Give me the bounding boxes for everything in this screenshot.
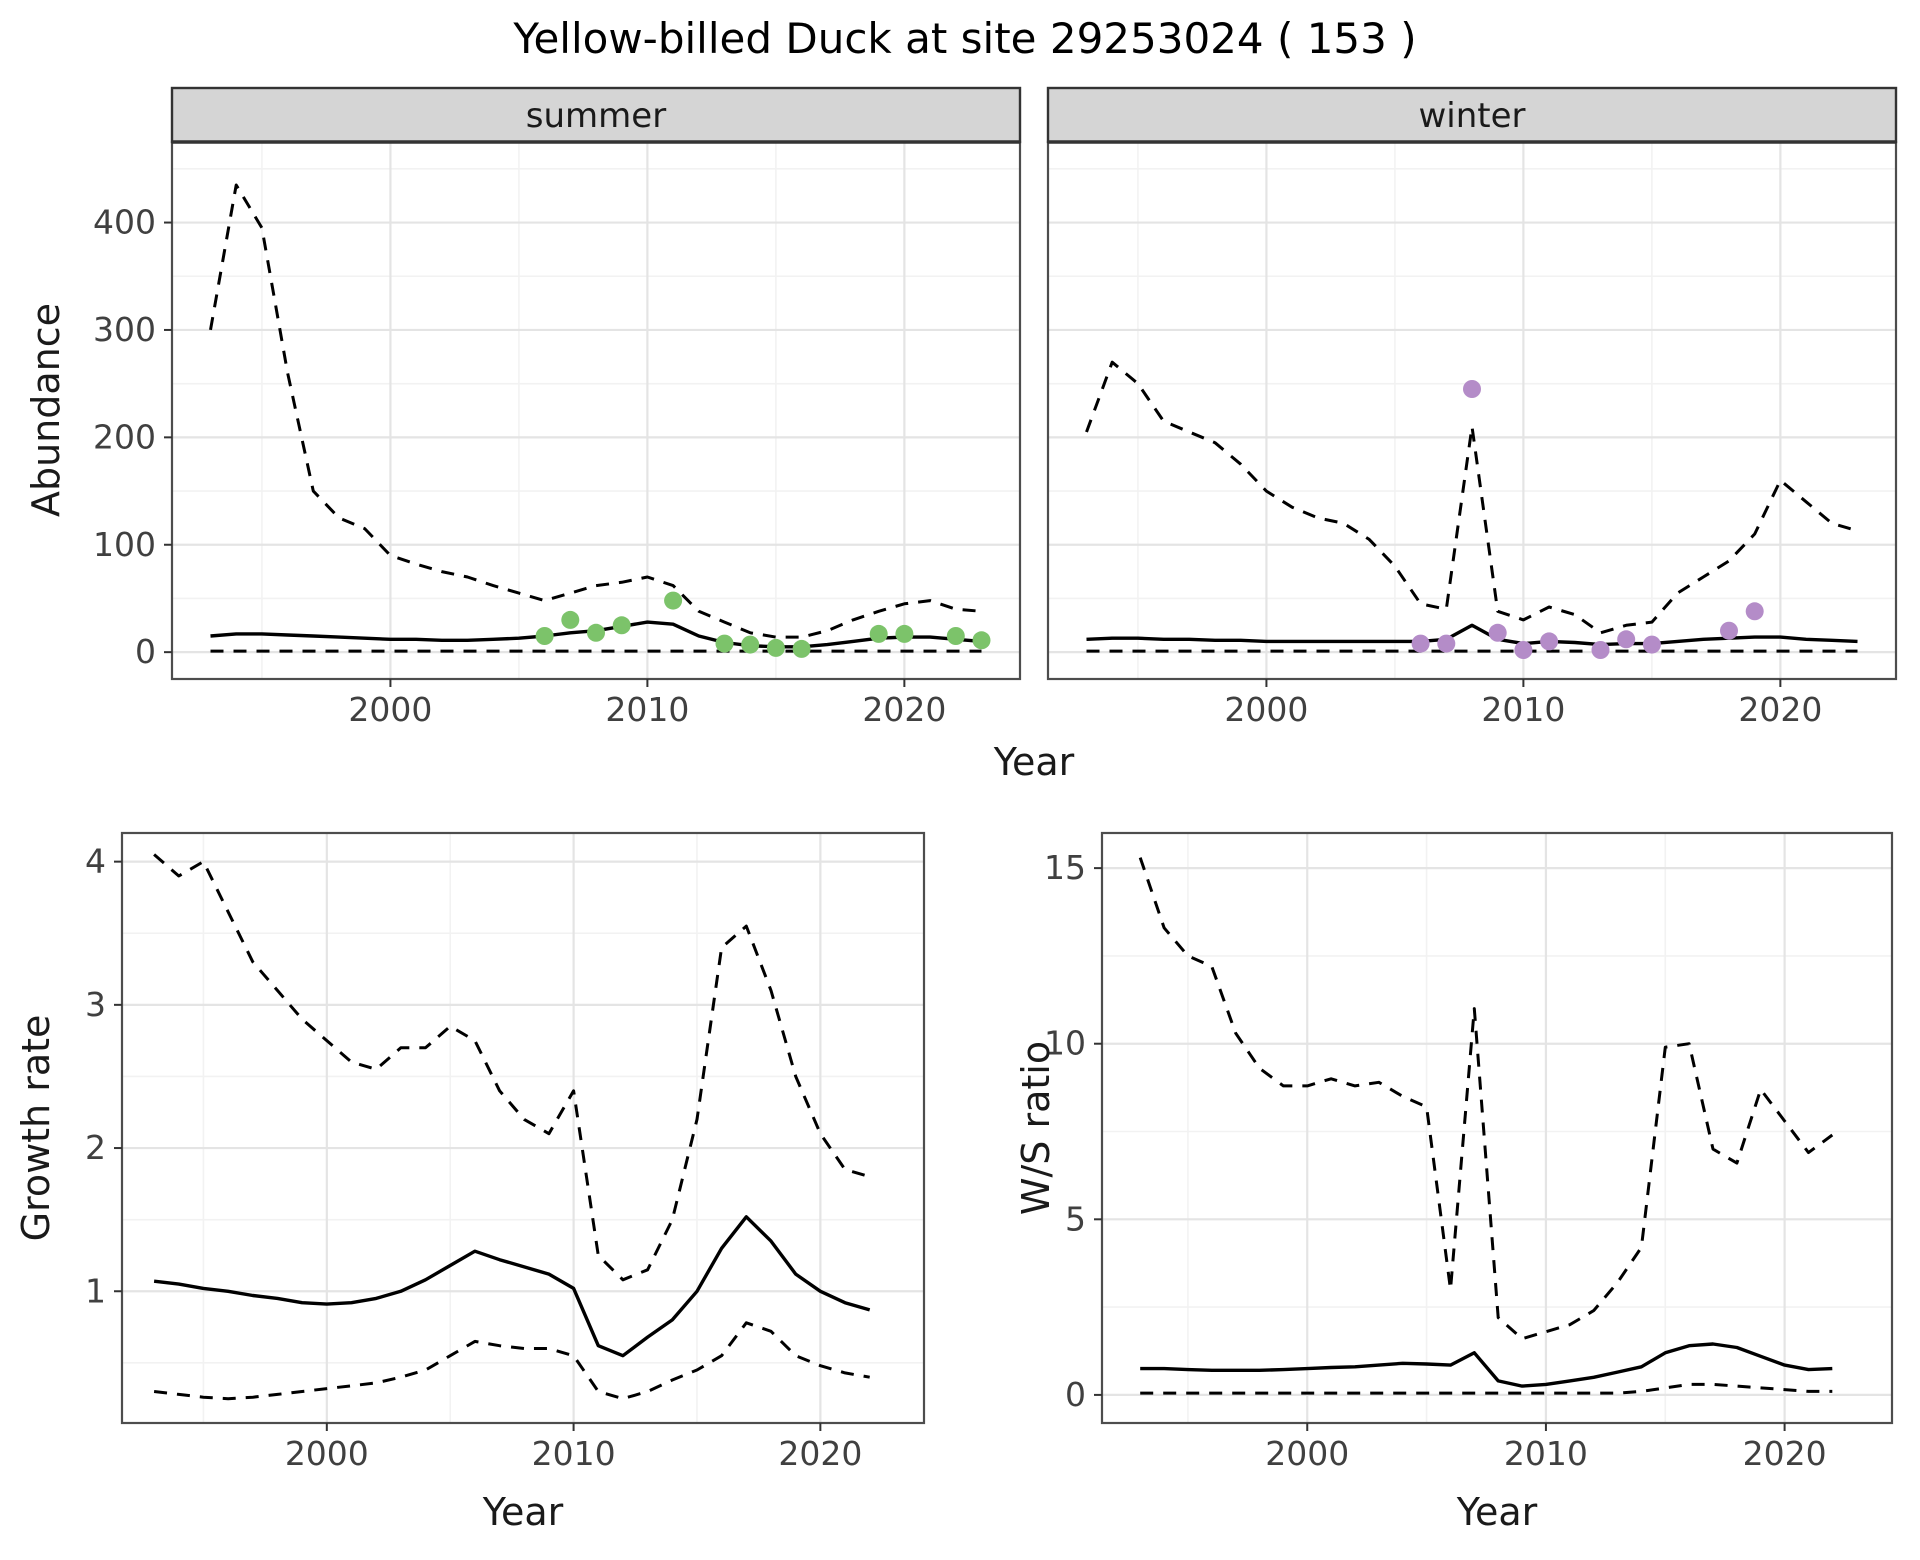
facet-strip-label: winter (1418, 96, 1525, 136)
y-tick-label: 100 (93, 525, 156, 564)
y-tick-label: 0 (135, 632, 156, 671)
x-tick-label: 2020 (1738, 690, 1822, 729)
abundance-winter-observed-point (1591, 641, 1610, 659)
ws-ratio-lower-ci-line (1140, 1382, 1833, 1395)
y-tick-label: 0 (1065, 1375, 1086, 1414)
y-tick-label: 1 (85, 1271, 106, 1310)
abundance-winter-observed-point (1540, 632, 1559, 651)
abundance-summer-observed-point (972, 631, 991, 650)
growth-rate-upper-ci-line (153, 853, 871, 1282)
facet-strip-label: summer (526, 96, 666, 136)
x-tick-label: 2000 (285, 1434, 369, 1473)
axis-title-year-ws: Year (1456, 1490, 1538, 1534)
abundance-winter-observed-point (1720, 621, 1738, 640)
x-tick-label: 2020 (1743, 1434, 1827, 1473)
growth-rate-mean-line (153, 1215, 871, 1358)
abundance-summer-observed-point (869, 624, 888, 643)
page-title: Yellow-billed Duck at site 29253024 ( 15… (513, 14, 1417, 63)
panel-background (122, 833, 924, 1423)
y-tick-label: 4 (85, 842, 106, 881)
ws-ratio-upper-ci-line (1138, 857, 1834, 1341)
y-tick-label: 10 (1044, 1024, 1086, 1063)
ws-ratio-mean-line (1140, 1342, 1833, 1388)
y-tick-label: 3 (85, 985, 106, 1024)
abundance-summer-observed-point (766, 638, 785, 657)
axis-title-ws-ratio: W/S ratio (1014, 1040, 1058, 1216)
panel-background (1048, 142, 1896, 679)
x-tick-label: 2000 (348, 690, 432, 729)
abundance-winter-observed-point (1617, 630, 1636, 649)
abundance-summer-observed-point (895, 624, 914, 643)
panel-border (1100, 831, 1894, 1425)
abundance-winter-observed-point (1411, 634, 1430, 653)
abundance-winter-observed-point (1488, 623, 1507, 642)
x-tick-label: 2000 (1224, 690, 1308, 729)
abundance-summer-observed-point (587, 623, 605, 642)
abundance-summer-observed-point (715, 634, 734, 653)
x-tick-label: 2010 (532, 1434, 616, 1473)
axis-title-year-top: Year (993, 740, 1075, 784)
abundance-summer-observed-point (561, 610, 580, 629)
y-tick-label: 400 (93, 203, 156, 242)
x-tick-label: 2010 (1481, 690, 1565, 729)
facet-strip (1046, 86, 1898, 144)
x-tick-label: 2000 (1265, 1434, 1349, 1473)
abundance-summer-observed-point (792, 639, 811, 658)
abundance-summer-observed-point (946, 627, 965, 645)
axis-title-abundance: Abundance (24, 302, 68, 518)
x-tick-label: 2020 (778, 1434, 862, 1473)
panel-background (172, 142, 1020, 679)
y-tick-label: 300 (93, 310, 156, 349)
abundance-summer-observed-point (664, 591, 683, 610)
panel-background (1102, 833, 1892, 1423)
y-tick-label: 5 (1065, 1199, 1086, 1238)
axis-title-growth-rate: Growth rate (14, 1014, 58, 1242)
abundance-winter-upper-ci-line (1085, 360, 1858, 635)
facet-strip (170, 86, 1022, 144)
x-tick-label: 2020 (862, 690, 946, 729)
abundance-winter-observed-point (1437, 634, 1456, 653)
x-tick-label: 2010 (605, 690, 689, 729)
axis-title-year-growth: Year (482, 1490, 564, 1534)
abundance-summer-upper-ci-line (209, 183, 982, 639)
y-tick-label: 200 (93, 417, 156, 456)
x-tick-label: 2010 (1504, 1434, 1588, 1473)
panel-border (120, 831, 926, 1425)
abundance-summer-observed-point (612, 616, 631, 635)
y-tick-label: 2 (85, 1128, 106, 1167)
abundance-winter-observed-point (1642, 635, 1661, 654)
growth-rate-lower-ci-line (153, 1321, 870, 1401)
abundance-winter-observed-point (1745, 602, 1764, 621)
abundance-winter-observed-point (1514, 641, 1533, 659)
abundance-summer-observed-point (535, 627, 554, 645)
abundance-summer-observed-point (741, 635, 760, 654)
y-tick-label: 15 (1044, 848, 1086, 887)
abundance-winter-observed-point (1463, 380, 1481, 398)
